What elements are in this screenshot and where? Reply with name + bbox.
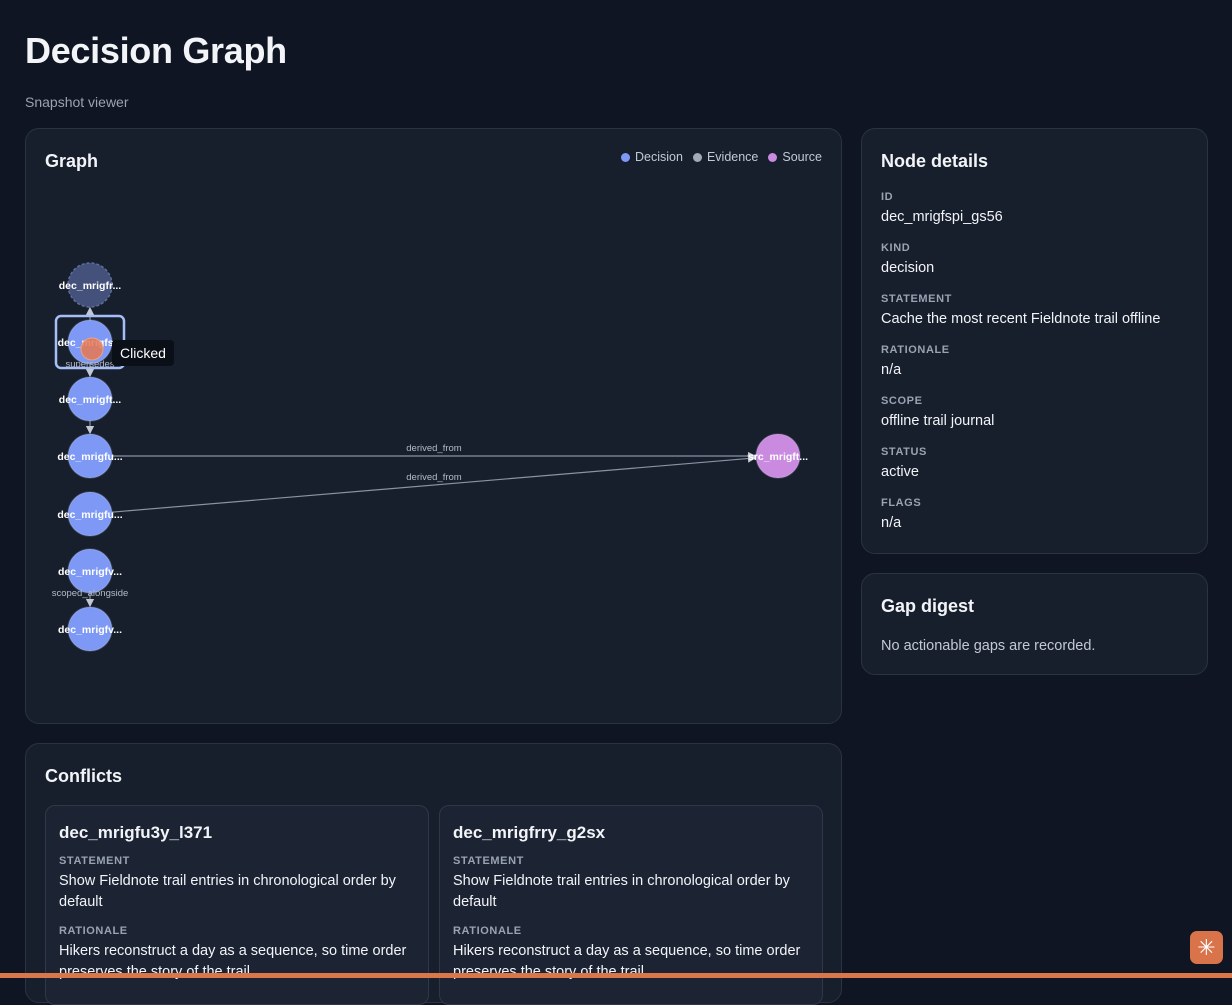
conflict-id: dec_mrigfu3y_l371 [59,823,415,843]
node-details-title: Node details [881,151,988,172]
field-value: decision [881,260,1188,276]
graph-legend: Decision Evidence Source [621,150,822,164]
graph-node-label: dec_mrigfu... [57,451,122,463]
conflict-id: dec_mrigfrry_g2sx [453,823,809,843]
page-title: Decision Graph [25,30,287,72]
assistant-badge-icon[interactable]: ✳ [1190,931,1223,964]
graph-node-label: dec_mrigfr... [59,280,122,292]
graph-node-decision[interactable]: dec_mrigfv... [58,549,122,593]
gap-digest-message: No actionable gaps are recorded. [881,638,1095,654]
graph-node-decision[interactable]: dec_mrigfu... [57,434,122,478]
node-details-panel: Node details ID dec_mrigfspi_gs56 KIND d… [861,128,1208,554]
bottom-progress-bar [0,973,1232,978]
graph-title: Graph [45,151,98,172]
graph-edge-label: scoped_alongside [52,588,129,599]
graph-node-decision[interactable]: dec_mrigfv... [58,607,122,651]
field-value: dec_mrigfspi_gs56 [881,209,1188,225]
field-value: active [881,464,1188,480]
legend-label: Source [782,150,822,164]
graph-edge [90,458,755,514]
legend-item-evidence: Evidence [693,150,758,164]
field-value: offline trail journal [881,413,1188,429]
click-tooltip: Clicked [112,340,174,366]
field-label: STATEMENT [59,855,415,867]
gap-digest-panel: Gap digest No actionable gaps are record… [861,573,1208,675]
legend-item-decision: Decision [621,150,683,164]
graph-edge-label: derived_from [406,472,462,483]
graph-node-source[interactable]: src_mrigft... [748,434,808,478]
graph-node-decision[interactable]: dec_mrigfu... [57,492,122,536]
field-label: STATUS [881,446,1188,458]
conflicts-panel: Conflicts dec_mrigfu3y_l371 STATEMENT Sh… [25,743,842,1003]
field-label: RATIONALE [881,344,1188,356]
graph-node-label: src_mrigft... [748,451,808,463]
detail-field-flags: FLAGS n/a [881,497,1188,548]
field-label: STATEMENT [881,293,1188,305]
conflicts-title: Conflicts [45,766,122,787]
detail-field-rationale: RATIONALE n/a [881,344,1188,395]
field-label: ID [881,191,1188,203]
graph-node-label: dec_mrigfv... [58,566,122,578]
graph-node-decision[interactable]: dec_mrigfr... [59,263,122,307]
legend-dot-decision [621,153,630,162]
field-label: FLAGS [881,497,1188,509]
detail-field-statement: STATEMENT Cache the most recent Fieldnot… [881,293,1188,344]
graph-node-label: dec_mrigfu... [57,509,122,521]
graph-node-label: dec_mrigfv... [58,624,122,636]
field-label: KIND [881,242,1188,254]
graph-edge-label: supersedes [65,359,114,370]
conflict-statement: Show Fieldnote trail entries in chronolo… [59,871,415,913]
field-label: RATIONALE [453,925,809,937]
graph-node-decision[interactable]: dec_mrigft... [59,377,122,421]
legend-label: Evidence [707,150,758,164]
graph-canvas[interactable]: dec_mrigfr...dec_mrigfs...dec_mrigft...d… [26,129,841,723]
page-subtitle: Snapshot viewer [25,94,129,110]
legend-dot-source [768,153,777,162]
conflict-statement: Show Fieldnote trail entries in chronolo… [453,871,809,913]
field-label: RATIONALE [59,925,415,937]
detail-field-id: ID dec_mrigfspi_gs56 [881,191,1188,242]
legend-item-source: Source [768,150,822,164]
gap-digest-title: Gap digest [881,596,974,617]
graph-edge-label: derived_from [406,443,462,454]
graph-panel: dec_mrigfr...dec_mrigfs...dec_mrigft...d… [25,128,842,724]
legend-label: Decision [635,150,683,164]
detail-field-scope: SCOPE offline trail journal [881,395,1188,446]
node-details-fields: ID dec_mrigfspi_gs56 KIND decision STATE… [881,191,1188,548]
field-value: Cache the most recent Fieldnote trail of… [881,311,1188,327]
detail-field-status: STATUS active [881,446,1188,497]
field-value: n/a [881,362,1188,378]
detail-field-kind: KIND decision [881,242,1188,293]
graph-node-label: dec_mrigft... [59,394,122,406]
click-indicator [81,338,103,360]
field-label: SCOPE [881,395,1188,407]
field-value: n/a [881,515,1188,531]
field-label: STATEMENT [453,855,809,867]
legend-dot-evidence [693,153,702,162]
